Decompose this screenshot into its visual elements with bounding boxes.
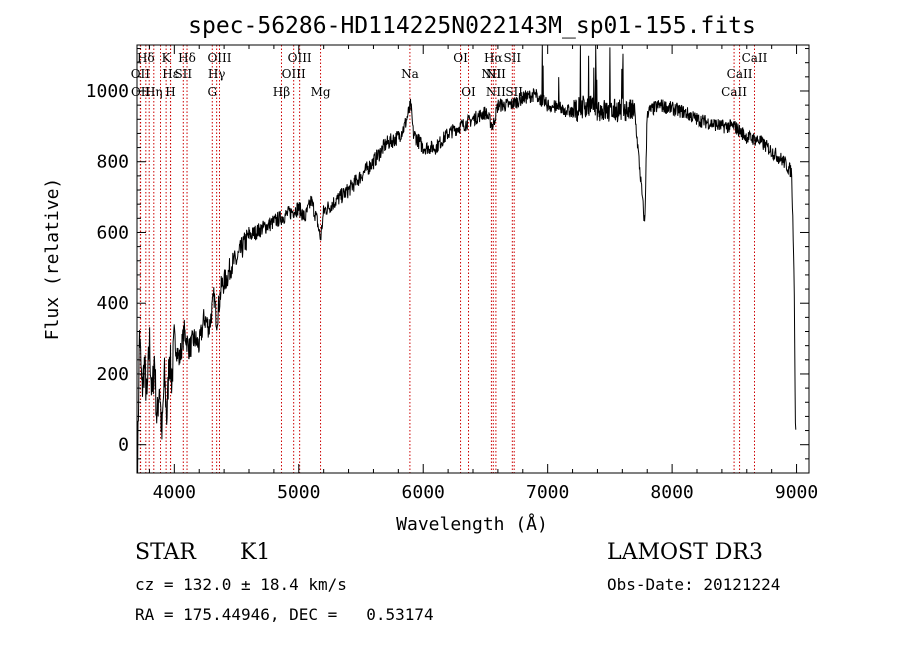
emission-label: CaII — [721, 85, 747, 99]
emission-label: SII — [503, 51, 521, 65]
emission-label: OI — [461, 85, 476, 99]
emission-label: Hη — [145, 85, 163, 99]
y-axis-label: Flux (relative) — [42, 178, 63, 341]
emission-label: SII — [174, 67, 192, 81]
emission-label: NII — [486, 67, 506, 81]
emission-label: CaII — [727, 67, 753, 81]
emission-label: OIII — [207, 51, 231, 65]
y-tick-label: 800 — [96, 152, 129, 173]
emission-label: Hδ — [137, 51, 155, 65]
object-subclass: K1 — [240, 540, 271, 565]
emission-label: Hγ — [208, 67, 226, 81]
spectrum-line — [137, 44, 797, 474]
emission-label: NII — [486, 85, 506, 99]
emission-label: Hε — [162, 67, 179, 81]
x-tick-label: 4000 — [153, 482, 196, 503]
x-tick-label: 8000 — [650, 482, 693, 503]
y-tick-label: 600 — [96, 222, 129, 243]
coordinates: RA = 175.44946, DEC = 0.53174 — [135, 605, 434, 624]
obs-date: Obs-Date: 20121224 — [607, 575, 781, 594]
emission-label: Hδ — [178, 51, 196, 65]
emission-label: OIII — [282, 67, 306, 81]
y-axis-ticks: 0 200 400 600 800 1000 — [86, 48, 809, 460]
emission-label: Mg — [311, 85, 331, 99]
x-tick-label: 7000 — [526, 482, 569, 503]
y-tick-label: 1000 — [86, 81, 129, 102]
x-axis-ticks: 4000 5000 6000 7000 8000 9000 — [148, 45, 818, 503]
emission-label: Hα — [484, 51, 503, 65]
emission-label: G — [207, 85, 217, 99]
object-class: STAR — [135, 540, 196, 565]
emission-label: OI — [453, 51, 468, 65]
y-tick-label: 400 — [96, 293, 129, 314]
emission-line-markers — [139, 45, 755, 473]
survey-name: LAMOST DR3 — [607, 540, 763, 565]
x-tick-label: 5000 — [277, 482, 320, 503]
emission-label: H — [165, 85, 175, 99]
redshift-readout: cz = 132.0 ± 18.4 km/s — [135, 575, 347, 594]
emission-label: OIII — [288, 51, 312, 65]
emission-label: OII — [131, 85, 151, 99]
emission-label: K — [162, 51, 172, 65]
emission-label: NII — [481, 67, 501, 81]
emission-label: CaII — [742, 51, 768, 65]
emission-label: Hβ — [273, 85, 290, 99]
x-tick-label: 9000 — [775, 482, 818, 503]
emission-label: Na — [401, 67, 419, 81]
y-tick-label: 200 — [96, 364, 129, 385]
emission-label: SII — [505, 85, 523, 99]
x-axis-label: Wavelength (Å) — [396, 513, 548, 535]
x-tick-label: 6000 — [402, 482, 445, 503]
y-tick-label: 0 — [118, 435, 129, 456]
emission-label: OII — [131, 67, 151, 81]
chart-title: spec-56286-HD114225N022143M_sp01-155.fit… — [188, 13, 756, 39]
